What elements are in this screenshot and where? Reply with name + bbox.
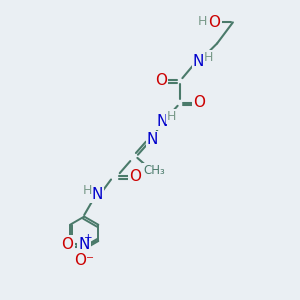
Text: CH₃: CH₃ (143, 164, 165, 177)
Text: H: H (204, 51, 213, 64)
Text: O: O (208, 15, 220, 30)
Text: O: O (194, 95, 206, 110)
Text: N: N (156, 114, 167, 129)
Text: H: H (198, 15, 207, 28)
Text: H: H (167, 110, 176, 123)
Text: N: N (92, 187, 103, 202)
Text: N: N (147, 132, 158, 147)
Text: O: O (155, 73, 167, 88)
Text: N: N (193, 54, 204, 69)
Text: H: H (83, 184, 92, 196)
Text: O⁻: O⁻ (74, 253, 94, 268)
Text: N: N (78, 237, 90, 252)
Text: O: O (61, 237, 74, 252)
Text: O: O (130, 169, 142, 184)
Text: +: + (84, 233, 93, 243)
